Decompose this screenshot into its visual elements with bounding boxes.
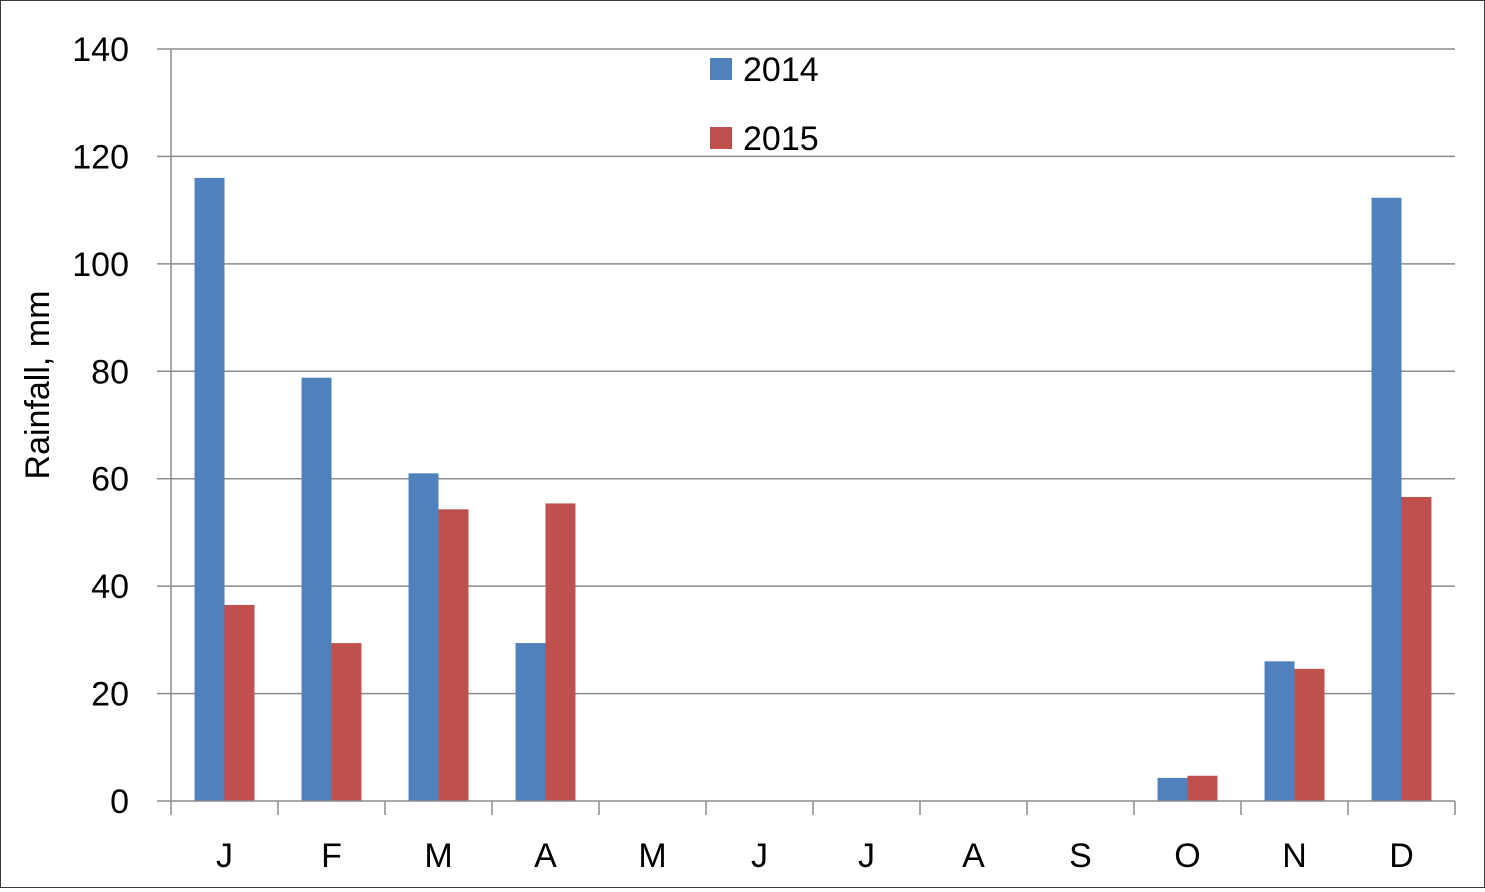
bar-2014-10 <box>1157 777 1188 801</box>
legend: 2014 2015 <box>710 51 819 158</box>
bar-2014-4 <box>515 643 546 801</box>
legend-label-2014: 2014 <box>743 51 819 89</box>
x-tick-label: N <box>1282 837 1307 875</box>
x-tick-label: A <box>962 837 985 875</box>
y-tick-label: 120 <box>72 138 129 176</box>
bar-2014-2 <box>301 377 332 801</box>
x-tick-label: J <box>216 837 233 875</box>
y-tick-labels: 0 20 40 60 80 100 120 140 <box>72 31 129 821</box>
bar-2015-1 <box>224 604 255 801</box>
bar-2015-11 <box>1294 668 1325 801</box>
x-tick-label: M <box>424 837 452 875</box>
x-tick-label: F <box>321 837 342 875</box>
bar-2015-12 <box>1401 496 1432 801</box>
bar-2014-11 <box>1264 661 1295 801</box>
y-tick-label: 60 <box>91 461 129 499</box>
y-tick-label: 20 <box>91 676 129 714</box>
y-tick-label: 0 <box>110 783 129 821</box>
bar-2014-12 <box>1371 197 1402 801</box>
y-tick-label: 80 <box>91 353 129 391</box>
y-tick-label: 100 <box>72 246 129 284</box>
legend-swatch-2015 <box>710 127 732 149</box>
legend-label-2015: 2015 <box>743 120 819 158</box>
x-tick-label: M <box>638 837 666 875</box>
y-tick-label: 40 <box>91 568 129 606</box>
bar-2015-4 <box>545 503 576 801</box>
y-axis-title: Rainfall, mm <box>19 291 57 480</box>
bar-2015-3 <box>438 509 469 801</box>
bars <box>194 177 1432 801</box>
x-tick-label: D <box>1389 837 1414 875</box>
bar-2014-1 <box>194 177 225 801</box>
bar-2014-3 <box>408 473 439 801</box>
gridlines <box>171 48 1455 695</box>
x-tick-label: S <box>1069 837 1092 875</box>
x-tick-label: J <box>858 837 875 875</box>
bar-2015-2 <box>331 643 362 801</box>
bar-2015-10 <box>1187 775 1218 801</box>
y-tick-label: 140 <box>72 31 129 69</box>
x-tick-label: A <box>534 837 557 875</box>
legend-swatch-2014 <box>710 58 732 80</box>
x-tick-label: O <box>1174 837 1200 875</box>
axes <box>157 48 1456 815</box>
x-tick-label: J <box>751 837 768 875</box>
